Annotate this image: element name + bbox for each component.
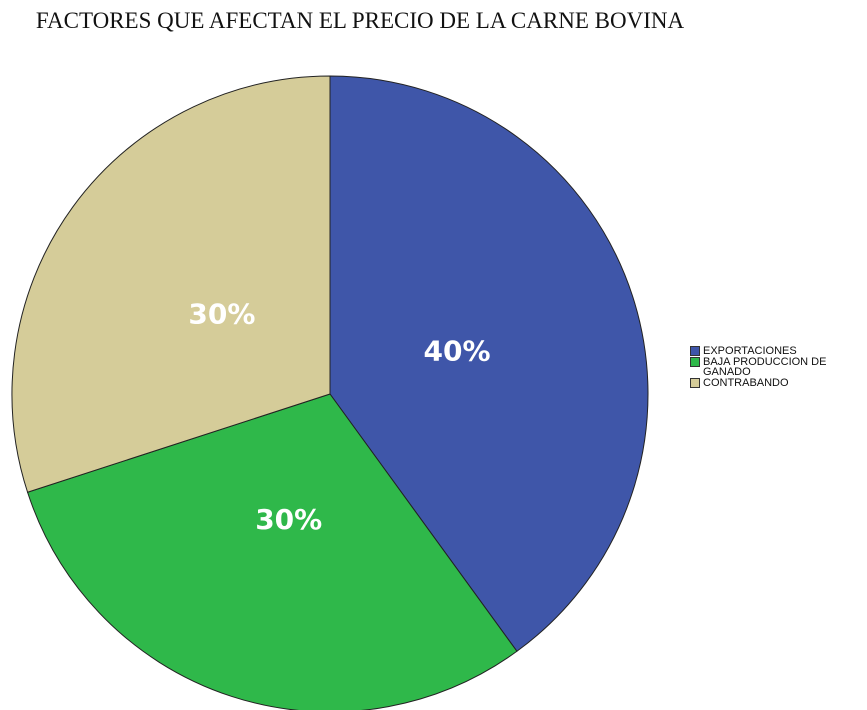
- legend-label: CONTRABANDO: [703, 377, 789, 389]
- data-label: 40%: [424, 335, 491, 368]
- data-label: 30%: [188, 297, 255, 330]
- chart-title: FACTORES QUE AFECTAN EL PRECIO DE LA CAR…: [35, 8, 685, 33]
- data-label: 30%: [255, 503, 322, 536]
- pie-slice: [11, 75, 331, 493]
- pie-slice: [26, 393, 518, 710]
- pie-slice: [329, 75, 649, 652]
- legend-swatch: [690, 346, 700, 356]
- legend-swatch: [690, 357, 700, 367]
- legend-item: CONTRABANDO: [690, 377, 865, 389]
- legend-label: EXPORTACIONES: [703, 345, 797, 357]
- legend-swatch: [690, 378, 700, 388]
- legend: EXPORTACIONES BAJA PRODUCCION DE GANADO CO…: [690, 346, 865, 389]
- legend-item: EXPORTACIONES: [690, 345, 865, 357]
- legend-item: BAJA PRODUCCION DE GANADO: [690, 356, 865, 378]
- legend-label: BAJA PRODUCCION DE GANADO: [703, 356, 827, 378]
